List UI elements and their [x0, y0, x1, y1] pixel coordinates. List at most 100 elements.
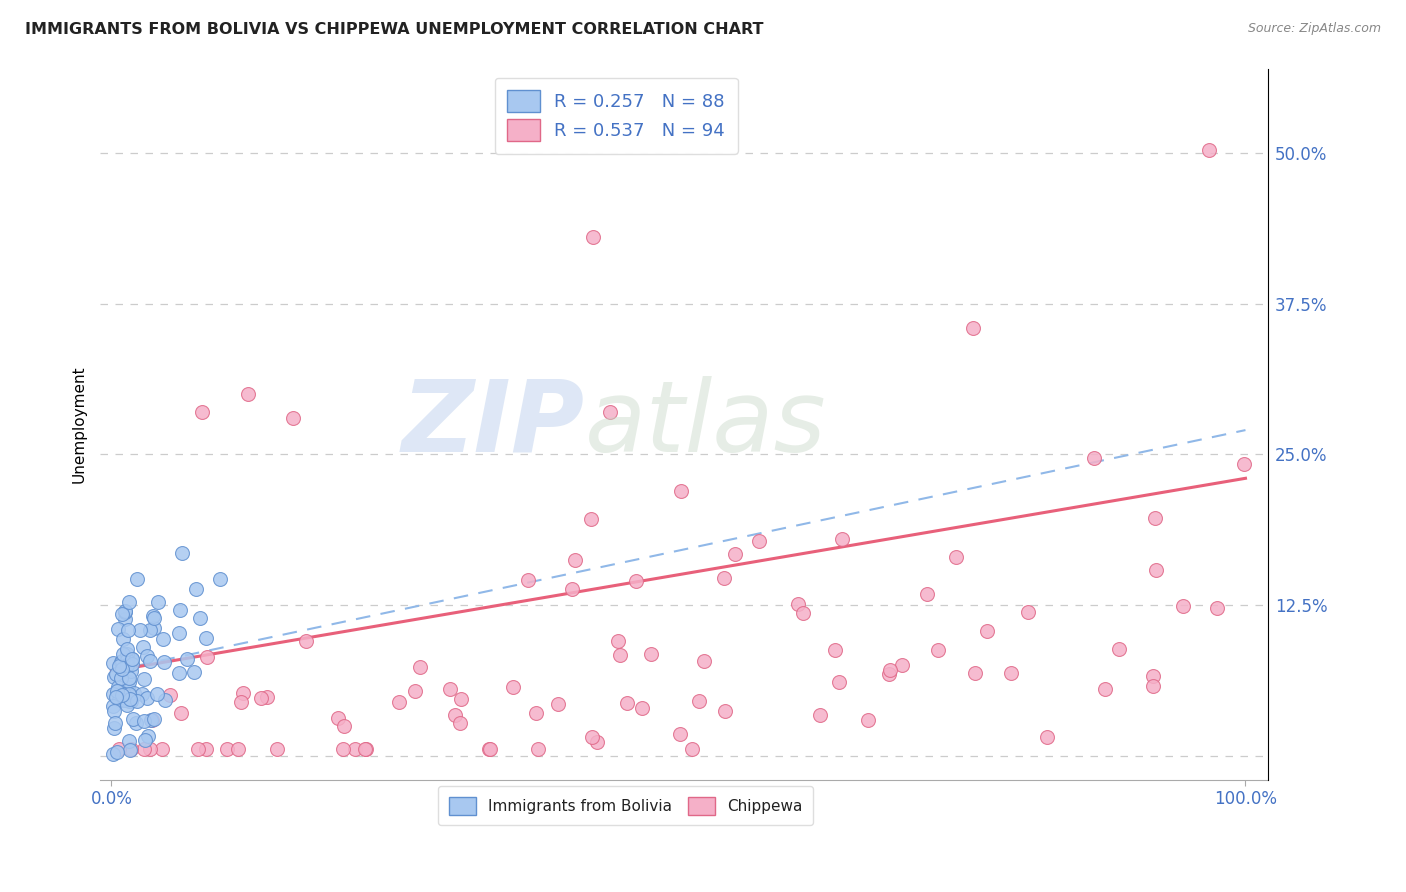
Point — [354, 742, 377, 756]
Point — [561, 582, 583, 596]
Point — [121, 651, 143, 665]
Point — [295, 633, 318, 648]
Point — [121, 712, 143, 726]
Point — [110, 607, 132, 622]
Point — [111, 662, 134, 676]
Point — [152, 632, 174, 646]
Point — [152, 655, 174, 669]
Point — [226, 742, 249, 756]
Point — [945, 550, 967, 565]
Point — [159, 688, 181, 702]
Point — [143, 712, 166, 726]
Point — [547, 698, 569, 712]
Legend: Immigrants from Bolivia, Chippewa: Immigrants from Bolivia, Chippewa — [439, 786, 814, 825]
Point — [117, 671, 139, 685]
Point — [517, 573, 540, 587]
Point — [927, 642, 949, 657]
Point — [724, 548, 747, 562]
Point — [132, 714, 155, 728]
Point — [104, 666, 127, 681]
Point — [188, 611, 211, 625]
Point — [236, 387, 259, 401]
Point — [121, 657, 143, 671]
Point — [831, 532, 853, 546]
Point — [139, 713, 162, 727]
Point — [115, 698, 138, 713]
Point — [101, 747, 124, 762]
Point — [135, 648, 157, 663]
Point — [167, 626, 190, 640]
Point — [478, 742, 501, 756]
Point — [115, 642, 138, 657]
Point — [281, 411, 304, 425]
Point — [139, 623, 162, 637]
Point — [828, 675, 851, 690]
Point — [111, 632, 134, 646]
Point — [1142, 669, 1164, 683]
Point — [332, 742, 354, 756]
Point — [713, 704, 735, 718]
Point — [145, 687, 167, 701]
Point — [1017, 606, 1039, 620]
Point — [526, 742, 548, 756]
Point — [117, 680, 139, 694]
Point — [1035, 730, 1057, 744]
Text: Source: ZipAtlas.com: Source: ZipAtlas.com — [1247, 22, 1381, 36]
Point — [105, 684, 128, 698]
Point — [1198, 144, 1220, 158]
Point — [1108, 641, 1130, 656]
Point — [132, 742, 155, 756]
Point — [114, 612, 136, 626]
Point — [439, 682, 461, 697]
Point — [125, 694, 148, 708]
Point — [122, 686, 145, 700]
Point — [110, 686, 132, 700]
Point — [787, 597, 810, 611]
Point — [101, 687, 124, 701]
Point — [586, 735, 609, 749]
Point — [1142, 679, 1164, 693]
Point — [115, 647, 138, 661]
Point — [1000, 665, 1022, 680]
Point — [111, 689, 134, 703]
Point — [191, 405, 214, 419]
Point — [693, 654, 716, 668]
Point — [891, 658, 914, 673]
Point — [104, 690, 127, 704]
Point — [121, 652, 143, 666]
Point — [103, 721, 125, 735]
Point — [624, 574, 647, 588]
Point — [103, 704, 125, 718]
Point — [186, 582, 208, 596]
Point — [478, 742, 501, 756]
Point — [131, 687, 153, 701]
Point — [631, 700, 654, 714]
Point — [105, 745, 128, 759]
Point — [877, 667, 900, 681]
Point — [194, 742, 217, 756]
Point — [824, 643, 846, 657]
Point — [579, 512, 602, 526]
Point — [232, 686, 254, 700]
Point — [564, 553, 586, 567]
Point — [101, 699, 124, 714]
Point — [136, 729, 159, 743]
Point — [129, 623, 152, 637]
Point — [808, 708, 831, 723]
Point — [915, 587, 938, 601]
Point — [208, 572, 231, 586]
Point — [118, 733, 141, 747]
Point — [118, 691, 141, 706]
Point — [581, 730, 603, 744]
Point — [132, 672, 155, 686]
Point — [170, 546, 193, 560]
Point — [104, 715, 127, 730]
Text: IMMIGRANTS FROM BOLIVIA VS CHIPPEWA UNEMPLOYMENT CORRELATION CHART: IMMIGRANTS FROM BOLIVIA VS CHIPPEWA UNEM… — [25, 22, 763, 37]
Text: atlas: atlas — [585, 376, 827, 473]
Point — [502, 680, 524, 694]
Point — [136, 690, 159, 705]
Point — [326, 711, 349, 725]
Point — [669, 727, 692, 741]
Point — [1143, 511, 1166, 525]
Point — [1205, 601, 1227, 615]
